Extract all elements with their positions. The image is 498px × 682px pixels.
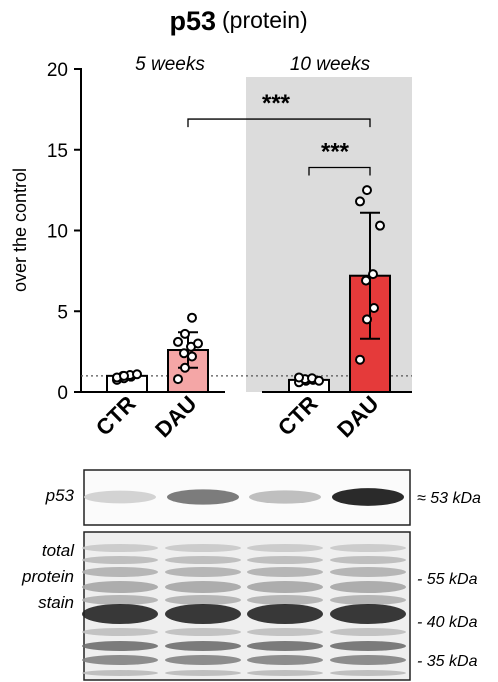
stain-band <box>82 641 158 651</box>
data-point <box>369 303 379 314</box>
marker-40-kda: - 40 kDa <box>417 614 478 631</box>
group-label-10-weeks: 10 weeks <box>290 54 371 75</box>
stain-band <box>82 604 158 624</box>
stain-band <box>82 628 158 636</box>
y-axis-ticks: 0 5 10 15 20 <box>47 60 81 404</box>
stain-band <box>247 544 323 552</box>
stain-band <box>165 556 241 564</box>
y-tick-label: 5 <box>57 302 68 323</box>
chart-title: p53 <box>169 6 216 36</box>
stain-band <box>82 567 158 577</box>
p53-band <box>167 489 239 505</box>
data-point <box>187 312 197 323</box>
y-tick-label: 20 <box>47 60 68 81</box>
stain-band <box>330 544 406 552</box>
stain-band <box>165 655 241 665</box>
stain-band <box>247 595 323 605</box>
stain-band <box>330 604 406 624</box>
stain-band <box>165 670 241 676</box>
stain-band <box>165 604 241 624</box>
x-tick-label: CTR <box>91 391 141 441</box>
data-point <box>368 269 378 280</box>
data-point <box>193 338 203 349</box>
x-tick-labels: CTR DAU CTR DAU <box>91 391 384 442</box>
data-point <box>362 185 372 196</box>
x-tick-label: CTR <box>273 391 323 441</box>
y-tick-label: 10 <box>47 222 68 243</box>
data-point <box>179 348 189 359</box>
stain-band <box>82 655 158 665</box>
stain-bands <box>82 544 406 676</box>
blot-target-label: p53 <box>45 486 75 505</box>
group-label-5-weeks: 5 weeks <box>135 54 205 75</box>
p53-band <box>84 490 156 504</box>
significance-label: *** <box>262 90 291 117</box>
stain-band <box>330 670 406 676</box>
stain-band <box>247 628 323 636</box>
stain-band <box>82 595 158 605</box>
stain-band <box>82 670 158 676</box>
data-point <box>314 375 324 386</box>
data-point <box>375 220 385 231</box>
stain-band <box>247 670 323 676</box>
stain-band <box>330 655 406 665</box>
data-point <box>132 369 142 380</box>
stain-label-line-2: protein <box>21 567 74 586</box>
stain-band <box>330 641 406 651</box>
data-point <box>180 362 190 373</box>
y-axis-label: over the control <box>10 168 30 292</box>
data-point <box>173 374 183 385</box>
significance-bracket <box>187 118 371 128</box>
stain-band <box>247 641 323 651</box>
stain-band <box>330 556 406 564</box>
stain-band <box>330 595 406 605</box>
data-point <box>362 314 372 325</box>
stain-band <box>82 544 158 552</box>
p53-bands <box>84 488 404 506</box>
stain-band <box>165 595 241 605</box>
stain-band <box>165 544 241 552</box>
significance-bracket <box>308 166 371 176</box>
stain-band <box>247 581 323 593</box>
marker-55-kda: - 55 kDa <box>417 571 478 588</box>
p53-band <box>249 490 321 504</box>
stain-band <box>165 641 241 651</box>
data-point <box>119 370 129 381</box>
stain-band <box>330 628 406 636</box>
stain-band <box>165 567 241 577</box>
data-point <box>294 372 304 383</box>
data-point <box>180 328 190 339</box>
data-point <box>187 351 197 362</box>
stain-band <box>330 567 406 577</box>
data-point <box>361 275 371 286</box>
stain-label-line-3: stain <box>38 593 74 612</box>
data-point <box>355 196 365 207</box>
bars-layer <box>106 185 391 394</box>
stain-band <box>165 581 241 593</box>
significance-layer: *** *** <box>187 90 371 176</box>
blot-target-kda: ≈ 53 kDa <box>417 490 481 507</box>
data-point <box>355 354 365 365</box>
stain-label-line-1: total <box>42 541 75 560</box>
x-tick-label: DAU <box>150 391 201 442</box>
marker-35-kda: - 35 kDa <box>417 653 478 670</box>
stain-band <box>165 628 241 636</box>
y-tick-label: 0 <box>57 383 68 404</box>
chart-subtitle: (protein) <box>222 7 308 33</box>
data-point <box>173 336 183 347</box>
significance-label: *** <box>321 139 350 166</box>
x-tick-label: DAU <box>332 391 383 442</box>
stain-band <box>247 655 323 665</box>
stain-band <box>247 604 323 624</box>
p53-band <box>332 488 404 506</box>
stain-band <box>247 567 323 577</box>
stain-band <box>82 556 158 564</box>
stain-band <box>247 556 323 564</box>
y-tick-label: 15 <box>47 141 68 162</box>
stain-band <box>330 581 406 593</box>
stain-band <box>82 581 158 593</box>
